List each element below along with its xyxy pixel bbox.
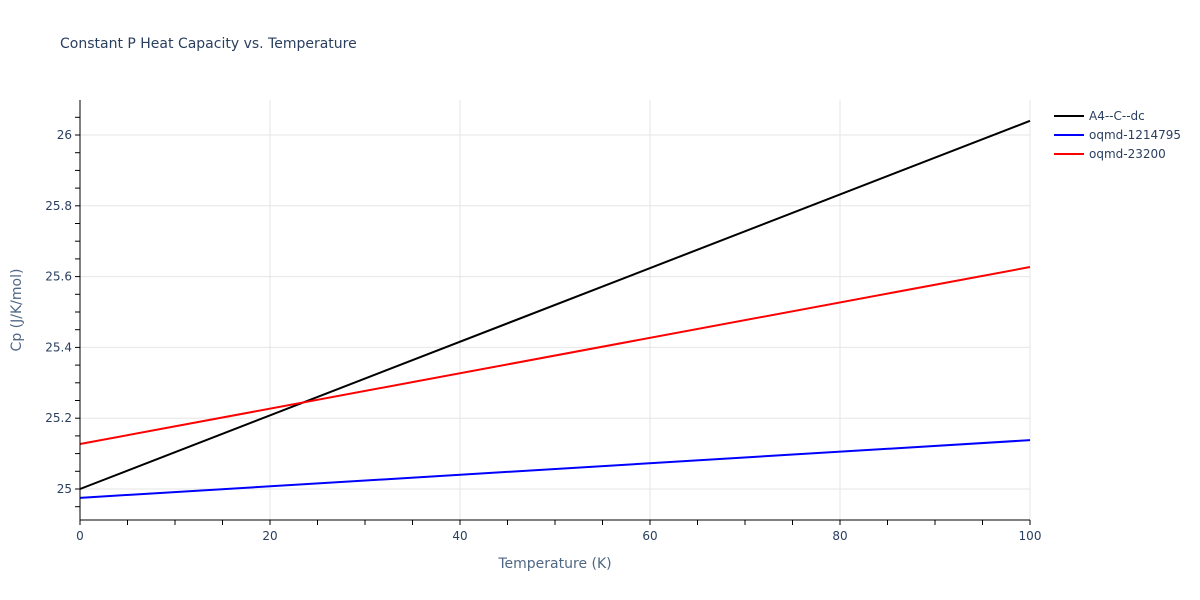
series-line[interactable] — [79, 439, 1031, 499]
y-tick-label: 25.8 — [45, 199, 72, 213]
series-line[interactable] — [79, 119, 1031, 490]
y-axis-title: Cp (J/K/mol) — [9, 269, 25, 352]
legend-swatch-icon — [1054, 152, 1084, 155]
series-line[interactable] — [79, 266, 1031, 446]
legend-item-oqmd-23200[interactable]: oqmd-23200 — [1054, 144, 1181, 163]
x-tick-label: 0 — [76, 529, 84, 543]
legend: A4--C--dc oqmd-1214795 oqmd-23200 — [1054, 106, 1181, 163]
y-tick-label: 26 — [57, 128, 72, 142]
x-tick-label: 80 — [832, 529, 847, 543]
legend-label: A4--C--dc — [1089, 108, 1145, 123]
x-tick-label: 100 — [1019, 529, 1042, 543]
legend-label: oqmd-1214795 — [1089, 127, 1182, 142]
x-tick-label: 20 — [262, 529, 277, 543]
legend-swatch-icon — [1054, 114, 1084, 117]
chart-title: Constant P Heat Capacity vs. Temperature — [60, 36, 357, 52]
y-tick-label: 25.2 — [45, 411, 72, 425]
legend-item-a4-c-dc[interactable]: A4--C--dc — [1054, 106, 1181, 125]
y-tick-label: 25.6 — [45, 270, 72, 284]
y-tick-label: 25.4 — [45, 340, 72, 354]
legend-swatch-icon — [1054, 133, 1084, 136]
y-tick-label: 25 — [57, 482, 72, 496]
x-axis-title: Temperature (K) — [497, 556, 611, 572]
x-tick-label: 40 — [452, 529, 467, 543]
x-tick-label: 60 — [642, 529, 657, 543]
legend-item-oqmd-1214795[interactable]: oqmd-1214795 — [1054, 125, 1181, 144]
legend-label: oqmd-23200 — [1089, 146, 1166, 161]
